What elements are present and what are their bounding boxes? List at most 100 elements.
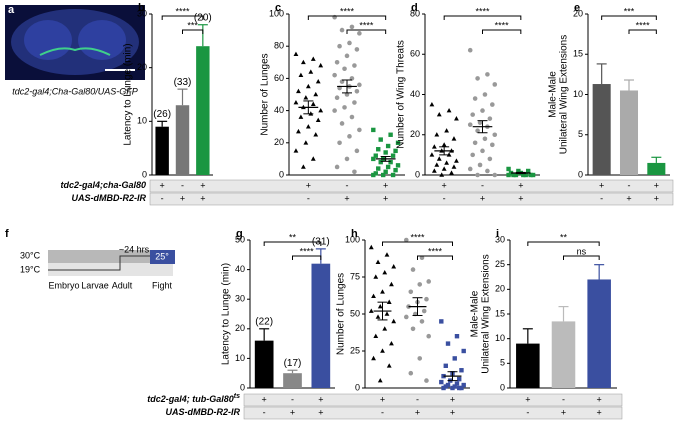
- data-point: [337, 43, 342, 49]
- data-point: [373, 274, 379, 279]
- y-tick-label: 0: [240, 382, 245, 392]
- y-tick-label: 30: [235, 294, 245, 304]
- data-point: [444, 128, 450, 133]
- data-point: [375, 259, 381, 264]
- y-tick-label: 25: [350, 345, 360, 355]
- data-point: [404, 314, 409, 320]
- data-point: [310, 156, 316, 161]
- data-point: [388, 132, 393, 137]
- data-point: [375, 314, 381, 319]
- y-tick-label: 20: [410, 129, 420, 139]
- y-tick-label: 0: [578, 169, 583, 179]
- y-axis-label: Male-Male: [470, 290, 481, 337]
- data-point: [431, 144, 437, 149]
- significance-bracket: [482, 29, 522, 34]
- data-point: [376, 166, 381, 171]
- genotype-sign: +: [200, 180, 205, 190]
- data-point: [313, 91, 319, 97]
- genotype-name: tdc2-gal4; tub-Gal80: [147, 394, 234, 404]
- panel-label: g: [236, 228, 243, 240]
- data-point: [492, 132, 498, 138]
- data-point: [315, 79, 321, 84]
- bar: [619, 90, 639, 175]
- genotype-label: UAS-dMBD-R2-IR: [72, 193, 147, 203]
- data-point: [378, 159, 383, 165]
- data-point: [426, 333, 432, 339]
- data-point: [434, 132, 440, 137]
- data-point: [410, 267, 416, 272]
- data-point: [421, 308, 427, 314]
- panel-label: h: [351, 228, 358, 240]
- data-point: [352, 169, 357, 175]
- data-point: [419, 255, 425, 261]
- genotype-sign: +: [654, 193, 659, 203]
- data-point: [391, 318, 397, 324]
- data-point: [472, 140, 478, 146]
- bar: [283, 373, 302, 388]
- data-point: [390, 153, 396, 158]
- data-point: [506, 172, 511, 178]
- data-point: [332, 72, 337, 78]
- panel-label: c: [275, 2, 281, 14]
- data-point: [300, 59, 306, 65]
- data-point: [472, 96, 478, 101]
- data-point: [373, 153, 378, 158]
- data-point: [443, 363, 448, 368]
- data-point: [388, 159, 393, 165]
- data-point: [305, 124, 311, 129]
- brain-lobe: [78, 20, 126, 60]
- data-point: [382, 269, 388, 275]
- genotype-name: tdc2-gal4;cha-Gal80: [60, 180, 146, 190]
- genotype-sign: -: [443, 193, 446, 203]
- brain-lobe: [24, 20, 72, 60]
- genotype-sign: -: [526, 407, 529, 417]
- significance-bracket: [417, 255, 453, 260]
- data-point: [424, 296, 429, 302]
- data-point: [393, 167, 398, 173]
- data-point: [332, 108, 337, 113]
- data-point: [475, 128, 480, 134]
- temp-line: [48, 255, 150, 271]
- genotype-sign: +: [442, 180, 447, 190]
- data-point: [371, 156, 376, 162]
- significance-bracket: [527, 241, 600, 246]
- significance-bracket: [161, 15, 204, 20]
- data-point: [357, 127, 362, 133]
- y-tick-label: 80: [410, 8, 420, 18]
- data-point: [308, 69, 314, 74]
- genotype-sign: +: [450, 394, 455, 404]
- y-tick-label: 10: [495, 333, 505, 343]
- genotype-sign: -: [291, 394, 294, 404]
- data-point: [436, 156, 442, 161]
- data-point: [477, 120, 483, 125]
- data-point: [404, 237, 409, 243]
- fight-temp: 25°: [155, 251, 169, 261]
- data-point: [344, 53, 350, 59]
- data-point: [386, 299, 392, 304]
- y-tick-label: 60: [410, 49, 420, 59]
- data-point: [390, 172, 396, 178]
- n-label: (22): [255, 316, 273, 327]
- data-point: [382, 326, 388, 331]
- data-point: [521, 172, 526, 178]
- significance-bracket: [563, 255, 600, 260]
- y-tick-label: 80: [274, 41, 284, 51]
- genotype-sign: +: [180, 193, 185, 203]
- y-tick-label: 0: [355, 382, 360, 392]
- data-point: [417, 356, 423, 361]
- data-point: [439, 379, 444, 385]
- significance-bracket: [443, 15, 522, 20]
- genotype-sign: +: [160, 180, 165, 190]
- genotype-sign: -: [263, 407, 266, 417]
- data-point: [417, 282, 423, 287]
- data-point: [357, 82, 362, 88]
- significance-label: ***: [187, 20, 198, 30]
- bar: [311, 263, 331, 388]
- data-point: [389, 281, 394, 287]
- genotype-superscript: ts: [234, 393, 240, 400]
- data-point: [334, 95, 340, 101]
- data-point: [487, 156, 493, 162]
- y-axis-label: Unilateral Wing Extensions: [481, 254, 492, 374]
- data-point: [475, 172, 480, 178]
- genotype-sign: -: [381, 407, 384, 417]
